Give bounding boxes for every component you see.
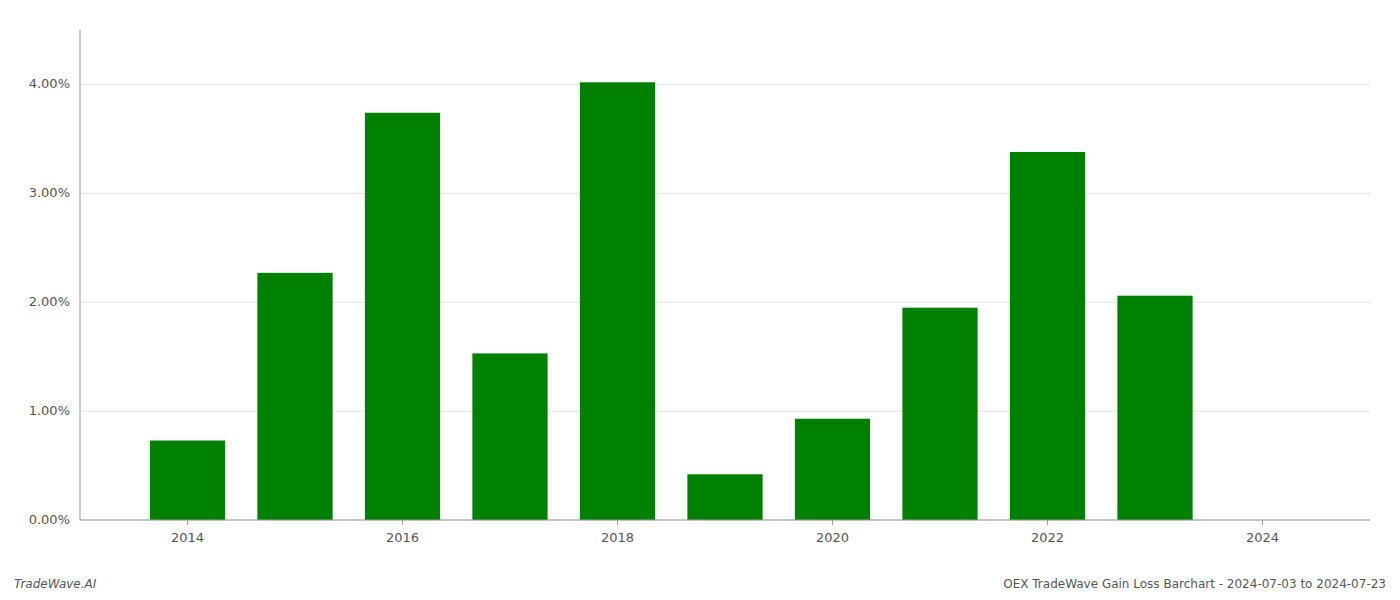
x-tick-label: 2018 [601,530,634,545]
bars [150,82,1193,520]
bar [365,113,440,520]
x-tick [402,520,403,525]
y-tick-label: 2.00% [29,294,70,309]
bar [1117,296,1192,520]
bar [687,474,762,520]
chart: 0.00% 1.00% 2.00% 3.00% 4.00% 2014 2016 2018 202… [0,0,1400,600]
grid-line [80,193,1370,194]
x-tick [617,520,618,525]
bar [257,273,332,520]
y-tick-label: 0.00% [29,512,70,527]
y-tick-label: 3.00% [29,185,70,200]
y-tick-label: 1.00% [29,403,70,418]
x-tick [187,520,188,525]
y-tick-label: 4.00% [29,76,70,91]
x-tick-label: 2016 [386,530,419,545]
y-axis-line [80,30,81,520]
x-tick-label: 2014 [171,530,204,545]
x-tick-label: 2024 [1246,530,1279,545]
bar [902,308,977,520]
grid-line [80,84,1370,85]
x-tick [1262,520,1263,525]
y-grid [80,84,1370,520]
x-tick-labels: 2014 2016 2018 2020 2022 2024 [171,520,1279,545]
chart-container: 0.00% 1.00% 2.00% 3.00% 4.00% 2014 2016 2018 202… [0,0,1400,600]
x-tick [1047,520,1048,525]
x-tick [832,520,833,525]
bar [795,419,870,520]
y-tick-labels: 0.00% 1.00% 2.00% 3.00% 4.00% [29,76,70,527]
bar [472,353,547,520]
x-axis-line [80,520,1370,521]
annotation: OEX TradeWave Gain Loss Barchart - 2024-… [1003,577,1386,591]
grid-line [80,520,1370,521]
bar [150,441,225,520]
bar [1010,152,1085,520]
x-tick-label: 2022 [1031,530,1064,545]
x-tick-label: 2020 [816,530,849,545]
annotation: TradeWave.AI [14,577,97,591]
bar [580,82,655,520]
